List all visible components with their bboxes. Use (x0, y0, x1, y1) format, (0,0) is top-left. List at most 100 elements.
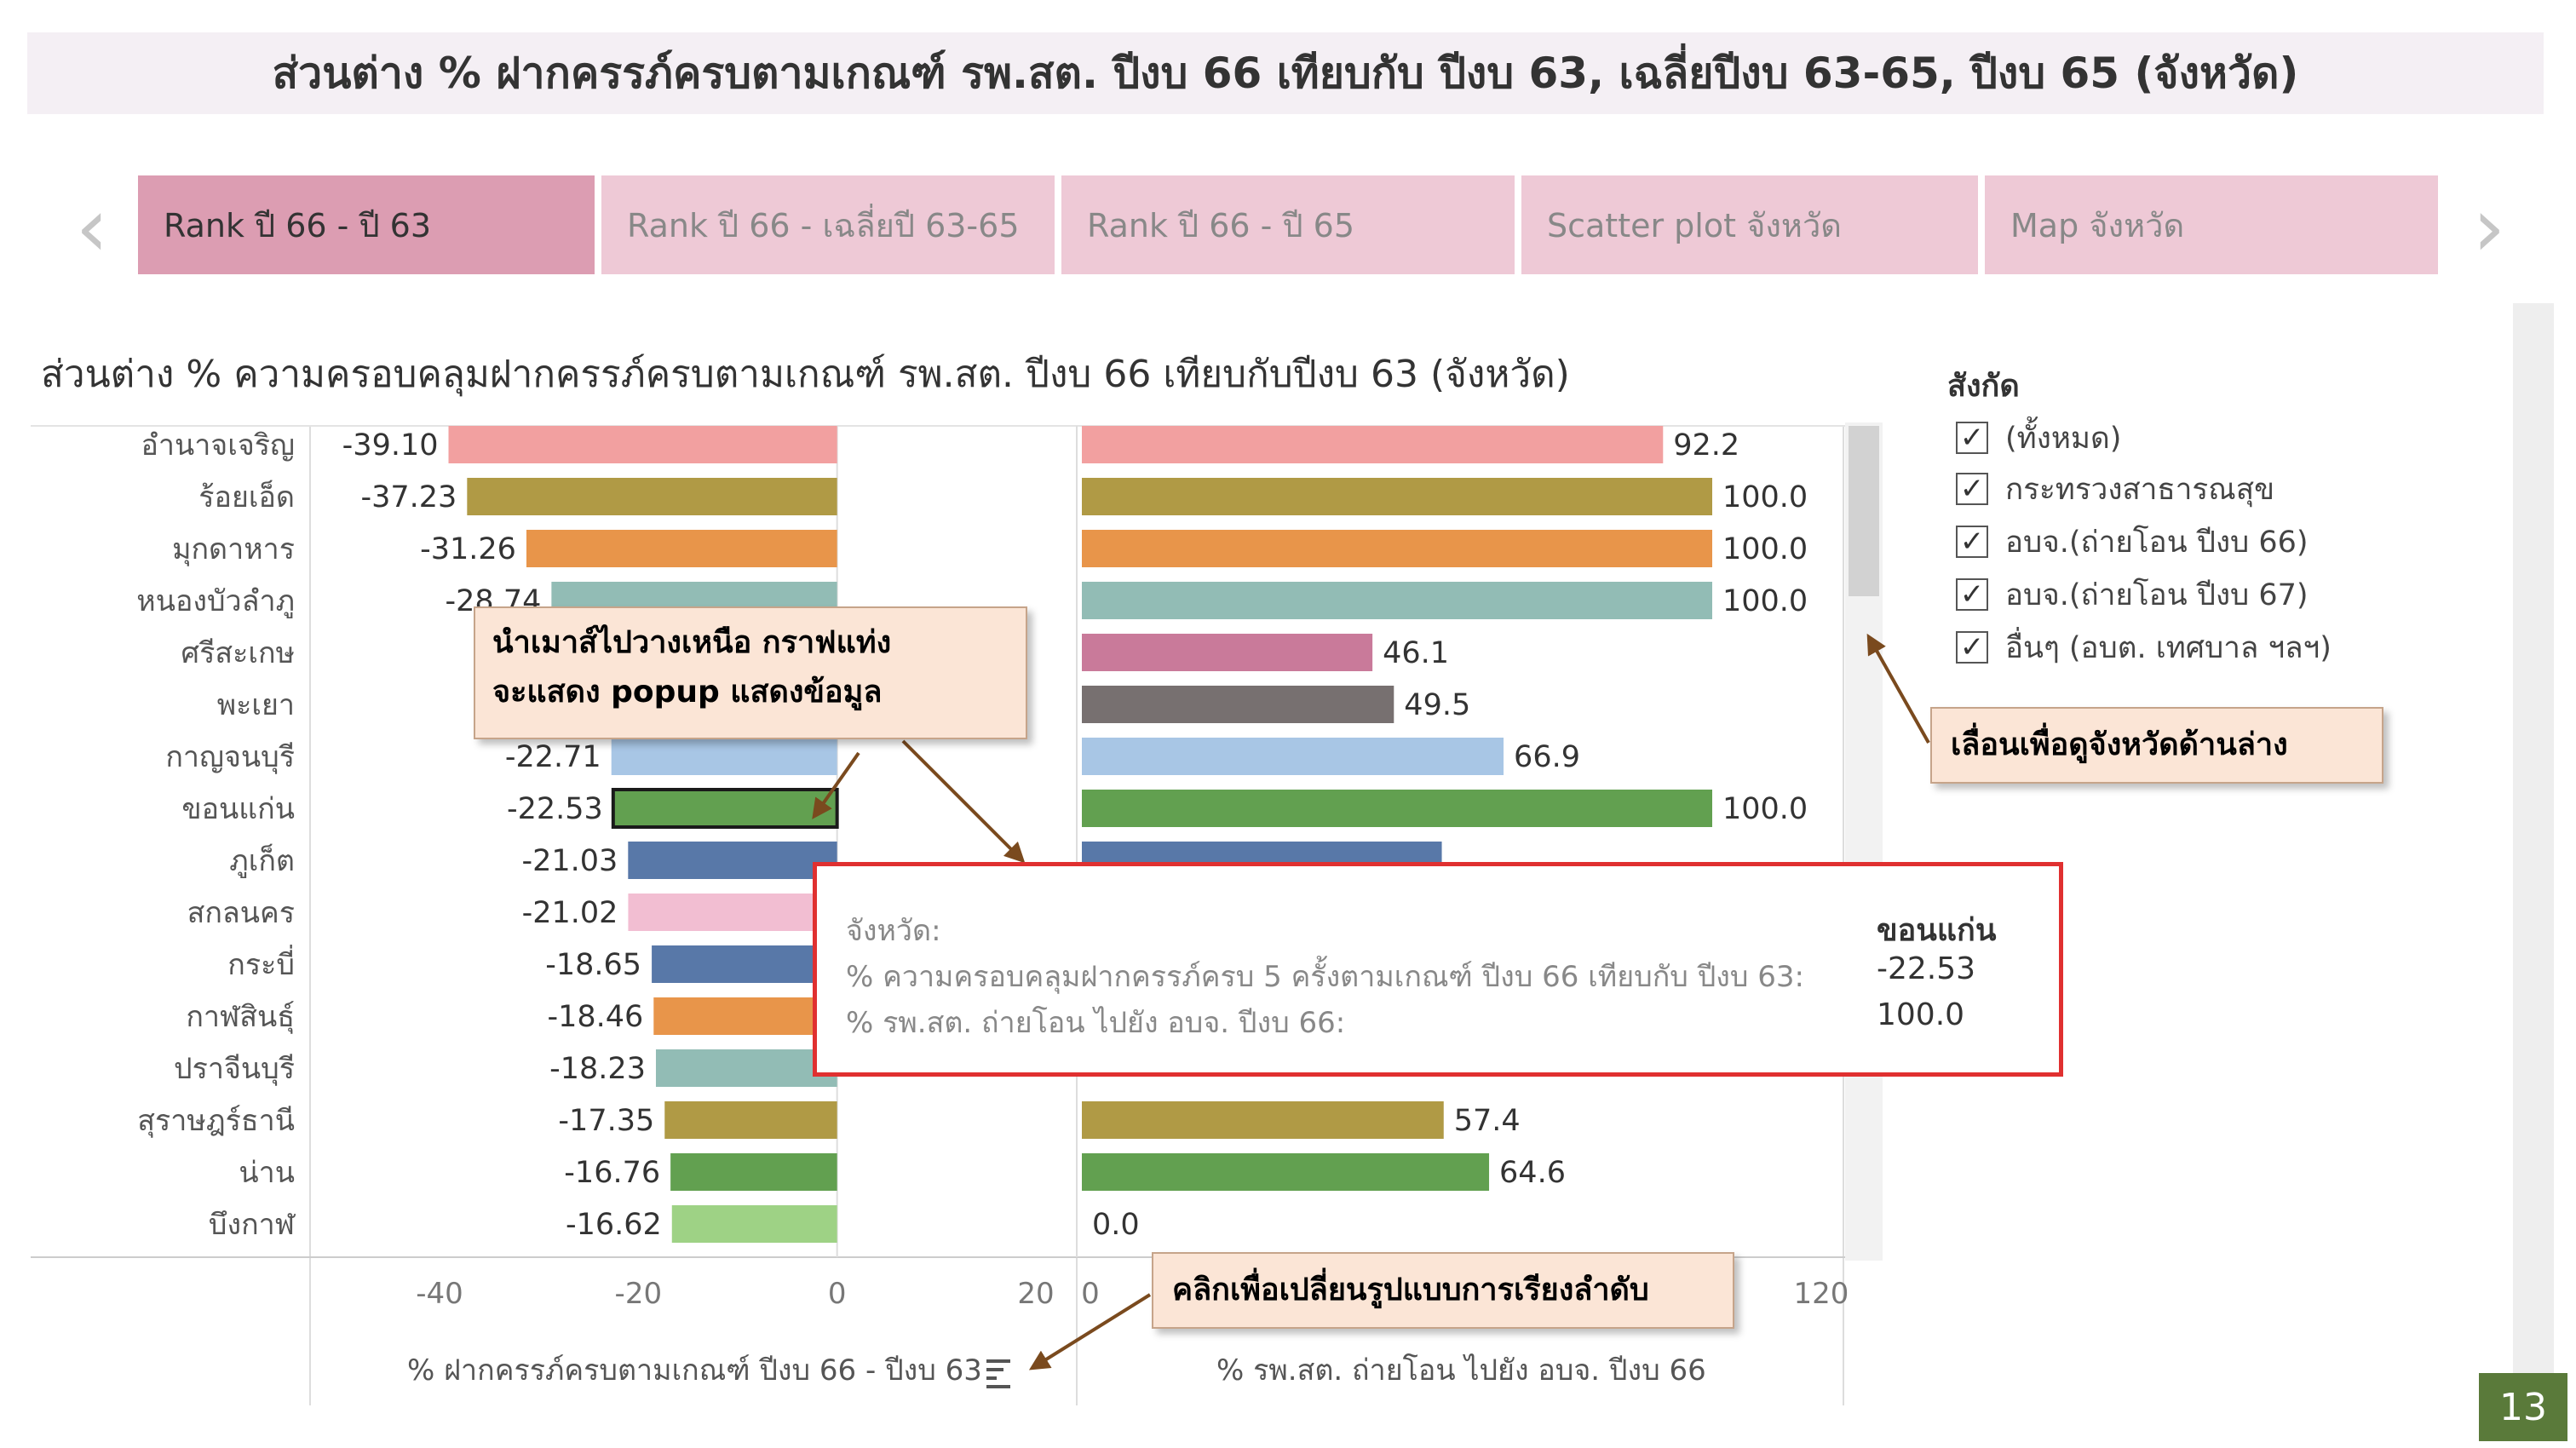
page-title: ส่วนต่าง % ฝากครรภ์ครบตามเกณฑ์ รพ.สต. ปี… (27, 32, 2544, 114)
data-label-diff: -22.53 (507, 792, 603, 826)
bar-diff[interactable] (628, 842, 837, 879)
category-label: น่าน (239, 1156, 295, 1190)
data-label-transfer: 64.6 (1499, 1156, 1566, 1190)
bar-transfer[interactable] (1082, 582, 1712, 619)
bar-diff[interactable] (652, 945, 837, 983)
checkbox[interactable]: ✓ (1956, 421, 1988, 455)
tab-map[interactable]: Map จังหวัด (1985, 175, 2438, 274)
bar-diff[interactable] (664, 1101, 837, 1139)
data-label-transfer: 46.1 (1383, 636, 1449, 670)
page-number: 13 (2479, 1373, 2567, 1441)
sort-hint-text: คลิกเพื่อเปลี่ยนรูปแบบการเรียงลำดับ (1172, 1273, 1649, 1308)
bar-diff[interactable] (448, 426, 837, 463)
data-label-transfer: 100.0 (1722, 792, 1808, 826)
filter-option-all[interactable]: ✓ (ทั้งหมด) (1956, 417, 2121, 458)
checkmark-icon: ✓ (1959, 472, 1985, 506)
bar-transfer[interactable] (1082, 634, 1373, 671)
checkbox[interactable]: ✓ (1956, 577, 1988, 612)
bar-transfer[interactable] (1082, 738, 1504, 775)
x-tick-label-left: 20 (1017, 1277, 1054, 1311)
data-tooltip-popup: จังหวัด: ขอนแก่น % ความครอบคลุมฝากครรภ์ค… (813, 862, 2063, 1077)
tab-label: Rank ปี 66 - ปี 65 (1087, 206, 1355, 244)
data-label-diff: -39.10 (342, 428, 439, 463)
bar-transfer[interactable] (1082, 530, 1712, 567)
next-tab-arrow[interactable]: › (2464, 187, 2515, 268)
category-label: ร้อยเอ็ด (198, 480, 295, 514)
category-label: มุกดาหาร (172, 532, 295, 566)
checkmark-icon: ✓ (1959, 630, 1985, 664)
filter-option-pao-66[interactable]: ✓ อบจ.(ถ่ายโอน ปีงบ 66) (1956, 521, 2309, 562)
checkmark-icon: ✓ (1959, 577, 1985, 612)
bar-diff[interactable] (628, 894, 837, 931)
data-label-transfer: 100.0 (1722, 532, 1808, 566)
tab-label: Scatter plot จังหวัด (1547, 206, 1842, 244)
x-tick-label-left: -40 (416, 1277, 463, 1311)
prev-tab-arrow[interactable]: ‹ (66, 187, 118, 268)
tooltip-value-diff: -22.53 (1877, 951, 1976, 986)
tooltip-label-province: จังหวัด: (846, 914, 941, 948)
bar-transfer[interactable] (1082, 686, 1394, 723)
filter-option-pao-67[interactable]: ✓ อบจ.(ถ่ายโอน ปีงบ 67) (1956, 574, 2309, 615)
chart-scrollbar-thumb[interactable] (1849, 426, 1879, 596)
bar-transfer[interactable] (1082, 790, 1712, 827)
data-label-transfer: 100.0 (1722, 480, 1808, 514)
bar-diff[interactable] (671, 1205, 837, 1243)
data-label-transfer: 49.5 (1404, 688, 1470, 722)
bar-transfer[interactable] (1082, 478, 1712, 515)
data-label-diff: -17.35 (558, 1104, 654, 1138)
x-axis-label-left: % ฝากครรภ์ครบตามเกณฑ์ ปีงบ 66 - ปีงบ 63 (407, 1353, 982, 1388)
category-label: กาฬสินธุ์ (186, 1000, 295, 1034)
category-label: สุราษฎร์ธานี (137, 1104, 295, 1138)
tab-rank-66-65[interactable]: Rank ปี 66 - ปี 65 (1061, 175, 1515, 274)
hover-hint-line-2: จะแสดง popup แสดงข้อมูล (492, 674, 883, 710)
hover-hint-line-1: นำเมาส์ไปวางเหนือ กราฟแท่ง (492, 625, 892, 660)
tab-label: Rank ปี 66 - ปี 63 (164, 206, 432, 244)
data-label-diff: -21.02 (522, 896, 618, 930)
category-label: พะเยา (217, 688, 295, 722)
x-tick-label-left: 0 (828, 1277, 847, 1311)
category-label: ขอนแก่น (181, 792, 295, 826)
bar-transfer[interactable] (1082, 426, 1664, 463)
sort-descending-icon (986, 1359, 1010, 1388)
filter-option-other[interactable]: ✓ อื่นๆ (อบต. เทศบาล ฯลฯ) (1956, 627, 2332, 668)
bar-diff[interactable] (655, 1049, 837, 1087)
scroll-hint-callout: เลื่อนเพื่อดูจังหวัดด้านล่าง (1930, 707, 2383, 784)
data-label-diff: -21.03 (521, 844, 618, 878)
data-label-transfer: 100.0 (1722, 584, 1808, 618)
filter-option-label: อบจ.(ถ่ายโอน ปีงบ 66) (2005, 525, 2309, 560)
tooltip-label-transfer: % รพ.สต. ถ่ายโอน ไปยัง อบจ. ปีงบ 66: (846, 1006, 1346, 1040)
x-tick-label-right: 0 (1081, 1277, 1100, 1311)
bar-diff[interactable] (526, 530, 837, 567)
bar-diff[interactable] (611, 738, 837, 775)
bar-diff[interactable] (467, 478, 837, 515)
bar-diff[interactable] (611, 788, 839, 829)
checkbox[interactable]: ✓ (1956, 630, 1988, 664)
bar-transfer[interactable] (1082, 1153, 1490, 1191)
tab-label: Map จังหวัด (2010, 206, 2185, 244)
chevron-right-icon: › (2472, 180, 2506, 275)
x-tick-label-left: -20 (615, 1277, 663, 1311)
data-label-transfer: 0.0 (1092, 1208, 1140, 1242)
tab-scatter-plot[interactable]: Scatter plot จังหวัด (1521, 175, 1978, 274)
checkbox[interactable]: ✓ (1956, 472, 1988, 506)
filter-option-label: อื่นๆ (อบต. เทศบาล ฯลฯ) (2005, 630, 2332, 665)
filter-option-moph[interactable]: ✓ กระทรวงสาธารณสุข (1956, 468, 2274, 509)
bar-diff[interactable] (653, 997, 837, 1035)
tooltip-value-transfer: 100.0 (1877, 997, 1965, 1032)
bar-transfer[interactable] (1082, 1101, 1444, 1139)
bar-diff[interactable] (670, 1153, 837, 1191)
checkbox[interactable]: ✓ (1956, 525, 1988, 559)
category-label: ศรีสะเกษ (181, 636, 295, 670)
tooltip-value-province: ขอนแก่น (1877, 913, 1997, 948)
checkmark-icon: ✓ (1959, 525, 1985, 559)
tab-rank-66-63[interactable]: Rank ปี 66 - ปี 63 (138, 175, 595, 274)
data-label-diff: -18.65 (545, 948, 641, 982)
category-label: ภูเก็ต (229, 843, 295, 878)
tab-rank-66-avg-63-65[interactable]: Rank ปี 66 - เฉลี่ยปี 63-65 (601, 175, 1055, 274)
tab-label: Rank ปี 66 - เฉลี่ยปี 63-65 (627, 206, 1020, 244)
hover-hint-callout: นำเมาส์ไปวางเหนือ กราฟแท่ง จะแสดง popup … (474, 606, 1027, 739)
category-label: กาญจนบุรี (165, 740, 295, 774)
sort-button[interactable] (986, 1359, 1010, 1388)
filter-option-label: (ทั้งหมด) (2005, 421, 2122, 456)
data-label-diff: -16.62 (566, 1208, 662, 1242)
